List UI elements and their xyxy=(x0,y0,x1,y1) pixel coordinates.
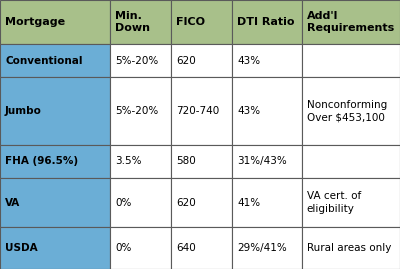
Bar xyxy=(171,0,232,44)
Text: VA cert. of
eligibility: VA cert. of eligibility xyxy=(307,191,361,214)
Bar xyxy=(0,227,110,269)
Text: Rural areas only: Rural areas only xyxy=(307,243,391,253)
Text: 5%-20%: 5%-20% xyxy=(115,55,158,66)
Text: FICO: FICO xyxy=(176,17,205,27)
Text: 43%: 43% xyxy=(237,55,260,66)
Bar xyxy=(302,44,400,77)
Text: Conventional: Conventional xyxy=(5,55,82,66)
Bar xyxy=(110,227,171,269)
Text: 41%: 41% xyxy=(237,198,260,208)
Bar xyxy=(232,77,302,145)
Text: Mortgage: Mortgage xyxy=(5,17,65,27)
Text: Jumbo: Jumbo xyxy=(5,106,42,116)
Bar xyxy=(232,44,302,77)
Bar xyxy=(0,44,110,77)
Bar xyxy=(302,77,400,145)
Text: 620: 620 xyxy=(176,55,196,66)
Text: 43%: 43% xyxy=(237,106,260,116)
Bar xyxy=(232,0,302,44)
Bar xyxy=(110,77,171,145)
Bar xyxy=(232,145,302,178)
Bar xyxy=(171,145,232,178)
Text: Min.
Down: Min. Down xyxy=(115,11,150,33)
Text: DTI Ratio: DTI Ratio xyxy=(237,17,295,27)
Bar xyxy=(110,0,171,44)
Text: VA: VA xyxy=(5,198,20,208)
Bar xyxy=(0,0,110,44)
Bar xyxy=(171,227,232,269)
Bar xyxy=(171,77,232,145)
Text: 31%/43%: 31%/43% xyxy=(237,156,287,167)
Bar xyxy=(110,145,171,178)
Text: 640: 640 xyxy=(176,243,196,253)
Bar xyxy=(302,0,400,44)
Text: Nonconforming
Over $453,100: Nonconforming Over $453,100 xyxy=(307,100,387,122)
Bar xyxy=(302,145,400,178)
Text: 0%: 0% xyxy=(115,198,132,208)
Text: 5%-20%: 5%-20% xyxy=(115,106,158,116)
Text: 29%/41%: 29%/41% xyxy=(237,243,287,253)
Bar xyxy=(0,145,110,178)
Text: 620: 620 xyxy=(176,198,196,208)
Text: 720-740: 720-740 xyxy=(176,106,220,116)
Bar xyxy=(302,227,400,269)
Text: FHA (96.5%): FHA (96.5%) xyxy=(5,156,78,167)
Bar xyxy=(0,178,110,227)
Text: 580: 580 xyxy=(176,156,196,167)
Bar xyxy=(171,178,232,227)
Bar xyxy=(110,44,171,77)
Text: 0%: 0% xyxy=(115,243,132,253)
Bar xyxy=(110,178,171,227)
Bar xyxy=(0,77,110,145)
Bar xyxy=(302,178,400,227)
Bar xyxy=(232,178,302,227)
Bar xyxy=(171,44,232,77)
Text: 3.5%: 3.5% xyxy=(115,156,142,167)
Text: Add'l
Requirements: Add'l Requirements xyxy=(307,11,394,33)
Text: USDA: USDA xyxy=(5,243,38,253)
Bar xyxy=(232,227,302,269)
